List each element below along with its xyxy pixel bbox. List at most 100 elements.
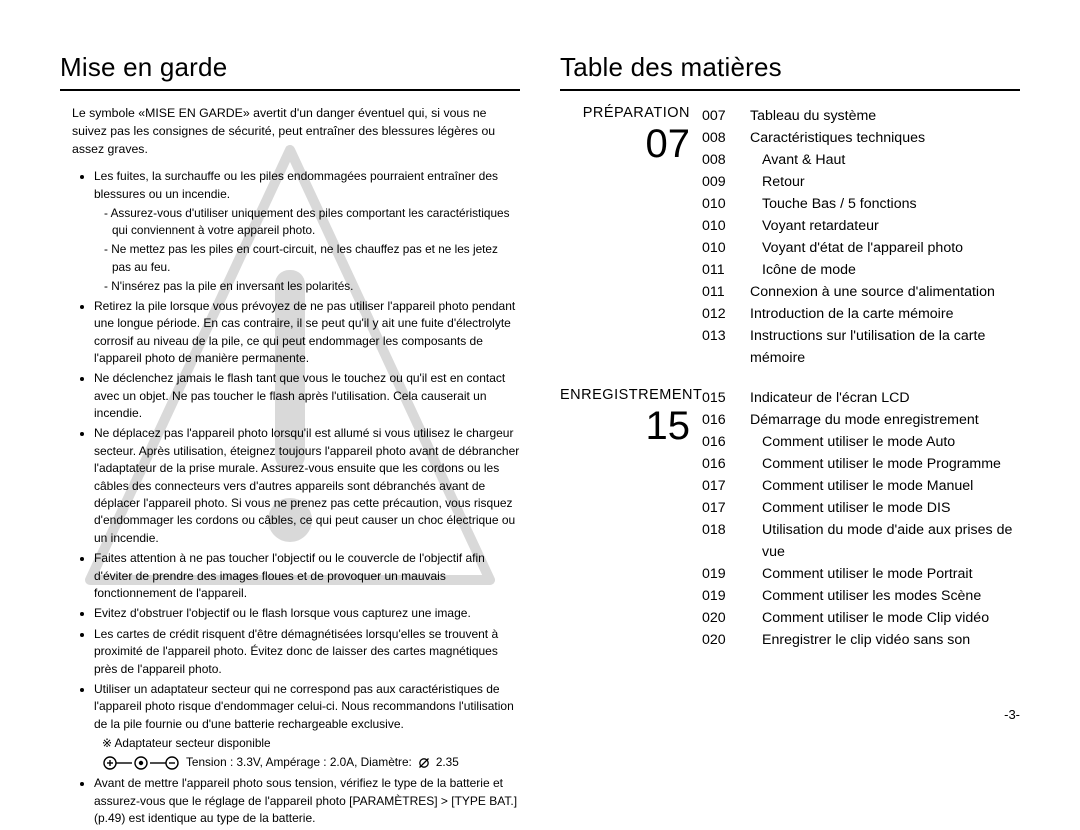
toc-row: 016 Comment utiliser le mode Auto: [702, 431, 1020, 453]
toc-page-number: 010: [702, 215, 736, 237]
adapter-spec-text: Tension : 3.3V, Ampérage : 2.0A, Diamètr…: [186, 754, 412, 771]
warning-item: Ne déplacez pas l'appareil photo lorsqu'…: [94, 425, 520, 547]
toc-section: PRÉPARATION 07 007 Tableau du système 008 Car…: [560, 105, 1020, 369]
toc-title: Icône de mode: [750, 259, 856, 281]
warning-item: Les cartes de crédit risquent d'être dém…: [94, 626, 520, 678]
toc-title: Comment utiliser le mode Auto: [750, 431, 955, 453]
toc-row: 010Touche Bas / 5 fonctions: [702, 193, 1020, 215]
toc-title: Instructions sur l'utilisation de la car…: [750, 325, 1020, 369]
toc-page-number: 013: [702, 325, 736, 369]
toc-entries: 007 Tableau du système 008 Caractéristiques…: [702, 105, 1020, 369]
toc-row: 015 Indicateur de l'écran LCD: [702, 387, 1020, 409]
toc-title: Retour: [750, 171, 805, 193]
warning-subitem: Ne mettez pas les piles en court-circuit…: [104, 241, 520, 275]
toc-page-number: 008: [702, 149, 736, 171]
toc-body: PRÉPARATION 07 007 Tableau du système 008 Car…: [560, 105, 1020, 651]
toc-entries: 015 Indicateur de l'écran LCD 016 Démarrage…: [702, 387, 1020, 651]
toc-page-number: 011: [702, 259, 736, 281]
toc-row: 019 Comment utiliser les modes Scène: [702, 585, 1020, 607]
heading-rule: [60, 89, 520, 91]
toc-page-number: 016: [702, 453, 736, 475]
toc-row: 013 Instructions sur l'utilisation de la …: [702, 325, 1020, 369]
toc-row: 008 Avant & Haut: [702, 149, 1020, 171]
toc-row: 010 Voyant retardateur: [702, 215, 1020, 237]
toc-row: 016 Comment utiliser le mode Programme: [702, 453, 1020, 475]
page-spread: Mise en garde Le symbole «MISE EN GARDE»…: [60, 52, 1020, 830]
toc-title: Comment utiliser le mode Clip vidéo: [750, 607, 989, 629]
toc-row: 007 Tableau du système: [702, 105, 1020, 127]
toc-title: Indicateur de l'écran LCD: [750, 387, 910, 409]
toc-title: Voyant d'état de l'appareil photo: [750, 237, 963, 259]
toc-section-name: ENREGISTREMENT: [560, 387, 690, 403]
toc-section: ENREGISTREMENT 15 015 Indicateur de l'écran…: [560, 387, 1020, 651]
toc-row: 016 Démarrage du mode enregistrement: [702, 409, 1020, 431]
adapter-diameter-value: 2.35: [436, 754, 459, 771]
toc-title: Comment utiliser le mode Manuel: [750, 475, 973, 497]
toc-title: Touche Bas / 5 fonctions: [750, 193, 917, 215]
toc-title: Comment utiliser le mode Programme: [750, 453, 1001, 475]
toc-title: Caractéristiques techniques: [750, 127, 925, 149]
toc-row: 009 Retour: [702, 171, 1020, 193]
left-column: Mise en garde Le symbole «MISE EN GARDE»…: [60, 52, 520, 830]
warning-list: Les fuites, la surchauffe ou les piles e…: [60, 168, 520, 827]
toc-title: Tableau du système: [750, 105, 876, 127]
toc-page-number: 018: [702, 519, 736, 563]
toc-page-number: 010: [702, 237, 736, 259]
warning-item: Evitez d'obstruer l'objectif ou le flash…: [94, 605, 520, 622]
toc-page-number: 016: [702, 431, 736, 453]
toc-title: Enregistrer le clip vidéo sans son: [750, 629, 970, 651]
toc-row: 020 Enregistrer le clip vidéo sans son: [702, 629, 1020, 651]
toc-row: 012Introduction de la carte mémoire: [702, 303, 1020, 325]
toc-title: Comment utiliser le mode DIS: [750, 497, 950, 519]
toc-section-name: PRÉPARATION: [560, 105, 690, 121]
toc-row: 011 Connexion à une source d'alimentation: [702, 281, 1020, 303]
warning-item: Utiliser un adaptateur secteur qui ne co…: [94, 681, 520, 771]
warning-heading: Mise en garde: [60, 52, 520, 83]
toc-title: Avant & Haut: [750, 149, 845, 171]
toc-page-number: 017: [702, 497, 736, 519]
toc-page-number: 016: [702, 409, 736, 431]
toc-row: 018Utilisation du mode d'aide aux prises…: [702, 519, 1020, 563]
toc-title: Comment utiliser les modes Scène: [750, 585, 981, 607]
toc-row: 011 Icône de mode: [702, 259, 1020, 281]
warning-item: Faites attention à ne pas toucher l'obje…: [94, 550, 520, 602]
warning-subitem: N'insérez pas la pile en inversant les p…: [104, 278, 520, 295]
toc-title: Démarrage du mode enregistrement: [750, 409, 979, 431]
toc-section-number: 15: [560, 405, 690, 447]
toc-page-number: 009: [702, 171, 736, 193]
toc-row: 010 Voyant d'état de l'appareil photo: [702, 237, 1020, 259]
toc-section-label: PRÉPARATION 07: [560, 105, 690, 369]
toc-section-number: 07: [560, 123, 690, 165]
warning-intro: Le symbole «MISE EN GARDE» avertit d'un …: [72, 105, 520, 158]
toc-page-number: 020: [702, 607, 736, 629]
toc-page-number: 008: [702, 127, 736, 149]
right-column: Table des matières PRÉPARATION 07 007 Table…: [560, 52, 1020, 830]
warning-subitems: Assurez-vous d'utiliser uniquement des p…: [94, 205, 520, 294]
warning-item: Ne déclenchez jamais le flash tant que v…: [94, 370, 520, 422]
warning-item: Retirez la pile lorsque vous prévoyez de…: [94, 298, 520, 368]
toc-title: Connexion à une source d'alimentation: [750, 281, 995, 303]
toc-page-number: 017: [702, 475, 736, 497]
toc-section-label: ENREGISTREMENT 15: [560, 387, 690, 651]
toc-row: 020 Comment utiliser le mode Clip vidéo: [702, 607, 1020, 629]
toc-page-number: 015: [702, 387, 736, 409]
toc-page-number: 019: [702, 563, 736, 585]
toc-page-number: 012: [702, 303, 736, 325]
toc-title: Voyant retardateur: [750, 215, 879, 237]
toc-page-number: 020: [702, 629, 736, 651]
toc-row: 017 Comment utiliser le mode DIS: [702, 497, 1020, 519]
warning-item: Avant de mettre l'appareil photo sous te…: [94, 775, 520, 827]
page-number: -3-: [1004, 707, 1020, 722]
toc-title: Comment utiliser le mode Portrait: [750, 563, 973, 585]
toc-row: 008 Caractéristiques techniques: [702, 127, 1020, 149]
polarity-icon: [102, 755, 180, 771]
toc-heading: Table des matières: [560, 52, 1020, 83]
toc-page-number: 007: [702, 105, 736, 127]
adapter-note: ※ Adaptateur secteur disponible: [102, 735, 520, 752]
toc-row: 017 Comment utiliser le mode Manuel: [702, 475, 1020, 497]
heading-rule: [560, 89, 1020, 91]
toc-page-number: 019: [702, 585, 736, 607]
toc-row: 019 Comment utiliser le mode Portrait: [702, 563, 1020, 585]
toc-page-number: 011: [702, 281, 736, 303]
diameter-icon: [418, 757, 430, 769]
